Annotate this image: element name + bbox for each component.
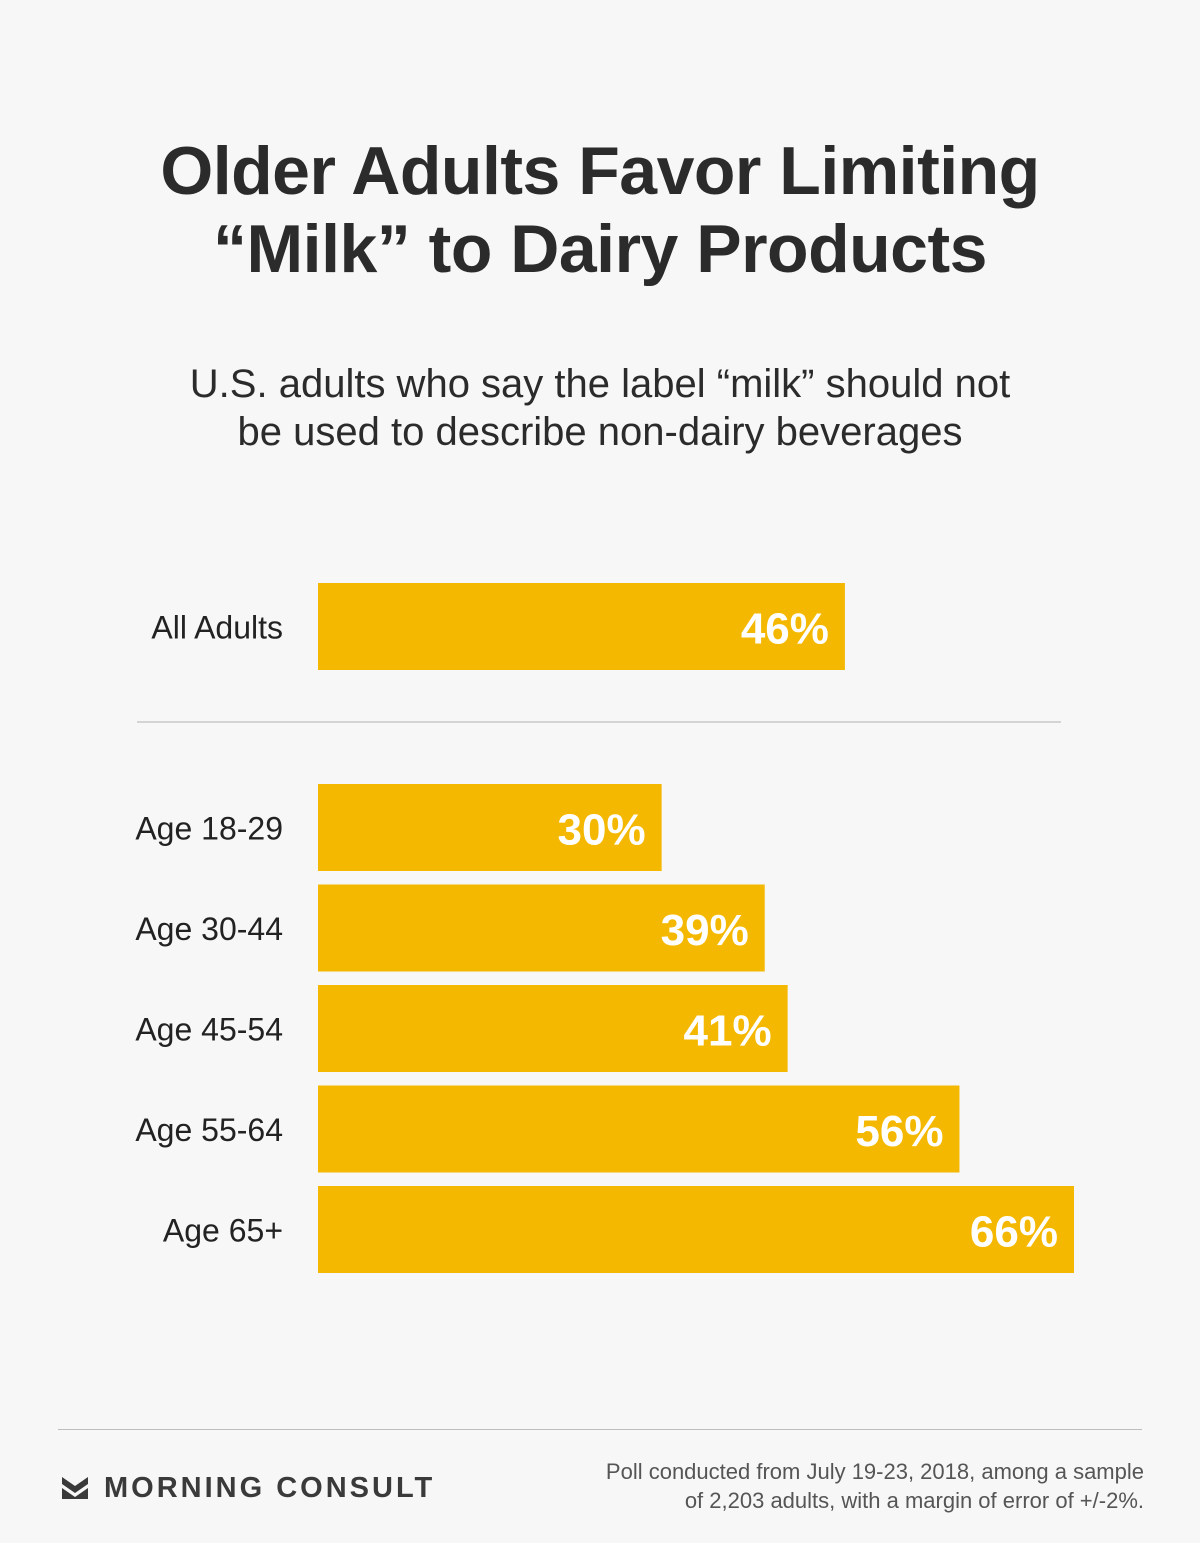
methodology-note: Poll conducted from July 19-23, 2018, am… [606,1457,1144,1515]
bar-age-45-54 [318,985,788,1072]
value-label-all-adults: 46% [741,605,829,654]
bar-chart: All Adults 46% Age 18-29 30% Age 30-44 39% Age… [135,583,1074,1273]
bar-all-adults [318,583,845,670]
bar-age-65 [318,1186,1074,1273]
footer-divider [58,1429,1142,1430]
morning-consult-chevron-icon [60,1475,90,1501]
chart-title-line-1: Older Adults Favor Limiting [160,133,1040,209]
value-label-age-45-54: 41% [684,1007,772,1056]
value-label-age-65: 66% [970,1208,1058,1257]
value-label-age-55-64: 56% [855,1107,943,1156]
bar-age-55-64 [318,1085,960,1173]
category-label-age-65: Age 65+ [163,1213,283,1249]
chart-title-line-2: “Milk” to Dairy Products [213,211,987,287]
brand-name: MORNING CONSULT [104,1471,436,1504]
category-label-age-55-64: Age 55-64 [135,1112,283,1148]
chart-subtitle-line-2: be used to describe non-dairy beverages [237,410,963,454]
value-label-age-30-44: 39% [661,906,749,955]
category-label-all-adults: All Adults [151,610,283,646]
methodology-note-line-2: of 2,203 adults, with a margin of error … [684,1488,1144,1513]
value-label-age-18-29: 30% [558,806,646,855]
chart-subtitle: U.S. adults who say the label “milk” sho… [0,360,1200,456]
bar-age-18-29 [318,784,662,871]
brand-logo: MORNING CONSULT [60,1468,435,1508]
bar-age-30-44 [318,884,765,972]
category-label-age-30-44: Age 30-44 [135,911,283,947]
category-label-age-45-54: Age 45-54 [135,1012,283,1048]
chart-title: Older Adults Favor Limiting “Milk” to Da… [0,132,1200,288]
category-label-age-18-29: Age 18-29 [135,811,283,847]
chart-subtitle-line-1: U.S. adults who say the label “milk” sho… [189,362,1011,406]
methodology-note-line-1: Poll conducted from July 19-23, 2018, am… [605,1459,1144,1484]
